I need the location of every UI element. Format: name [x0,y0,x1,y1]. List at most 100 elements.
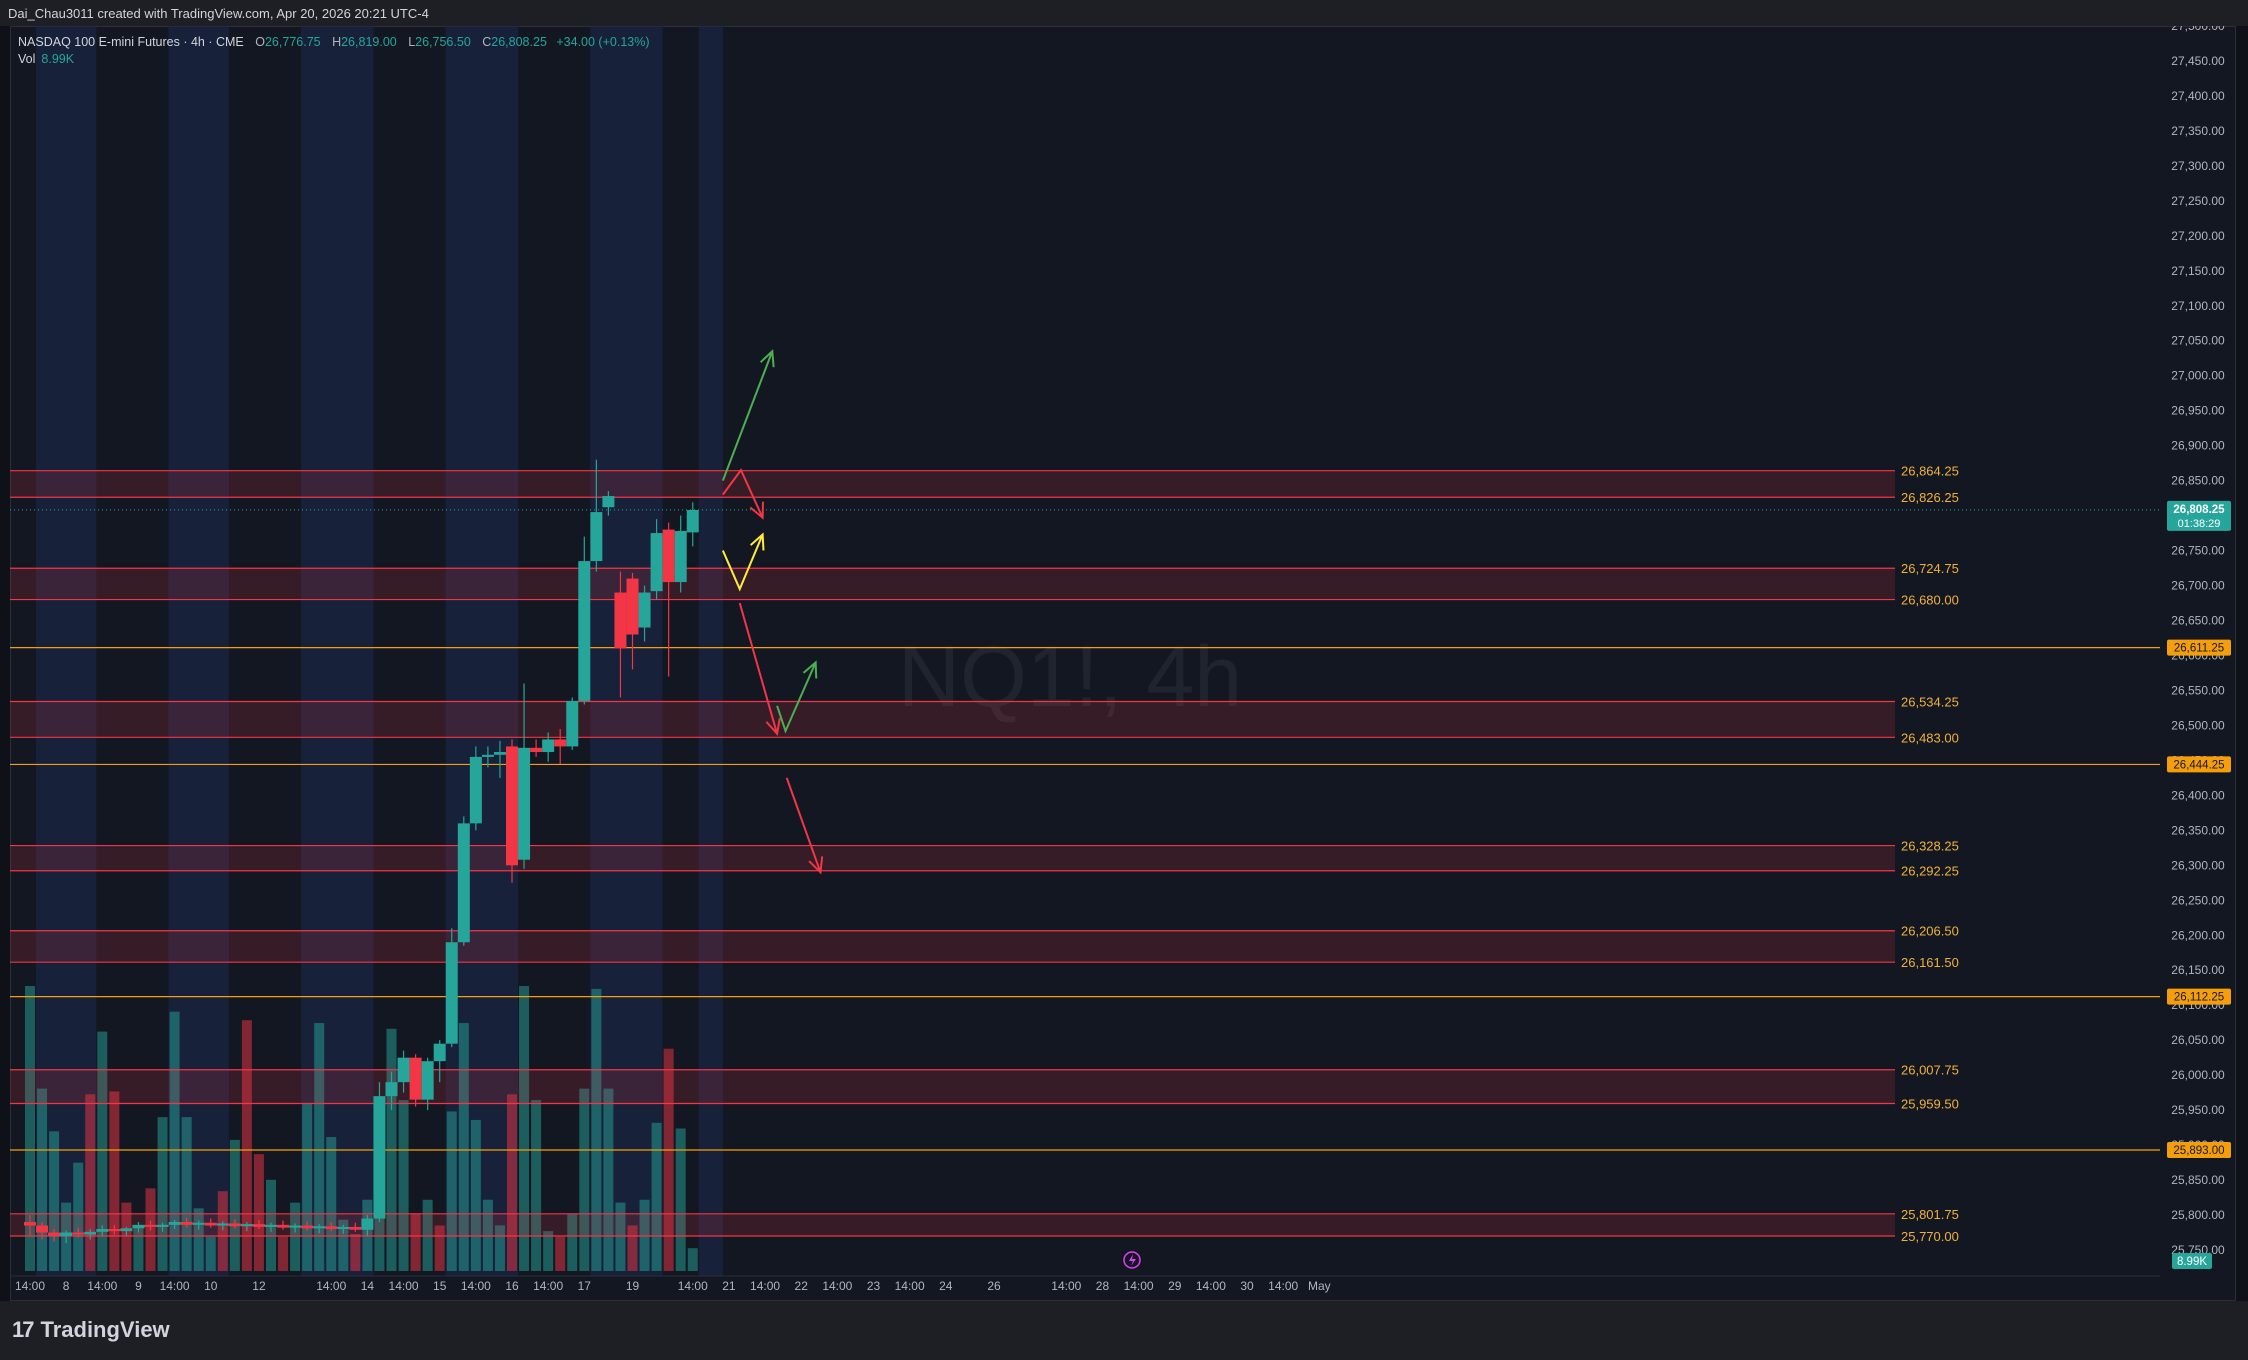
volume-bar [591,988,602,1271]
volume-bar [398,1100,409,1271]
last-price-badge [2167,500,2231,531]
x-tick-label: 14:00 [461,1279,491,1293]
volume-badge-label: 8.99K [2177,1256,2207,1268]
top-bar: Dai_Chau3011 created with TradingView.co… [0,0,2248,26]
x-tick-label: 14:00 [1051,1279,1081,1293]
candle-body [216,1223,229,1226]
candle-body [662,529,675,583]
zone-bottom-label: 26,161.50 [1901,955,1959,970]
y-tick-label: 26,400.00 [2171,788,2225,802]
volume-bar [519,986,530,1271]
y-tick-label: 25,950.00 [2171,1103,2225,1117]
x-tick-label: 14:00 [822,1279,852,1293]
alert-icon[interactable] [1123,1251,1141,1269]
volume-bar [579,1088,590,1271]
volume-bar [555,1236,566,1271]
volume-bar [675,1128,686,1271]
close-value: 26,808.25 [491,35,547,49]
volume-bar [217,1191,228,1271]
candle-body [373,1096,386,1219]
level-badge [2167,1141,2231,1158]
zone-fill [10,930,1895,963]
volume-bar [25,986,35,1271]
candle-body [554,739,567,747]
candle-body [24,1222,36,1226]
candle-body [252,1224,265,1227]
volume-bar [302,1102,313,1271]
x-tick-label: 14:00 [678,1279,708,1293]
zone-bottom-label: 25,770.00 [1901,1229,1959,1244]
candles [24,459,699,1244]
y-tick-label: 26,300.00 [2171,858,2225,872]
close-label: C [482,35,492,49]
arrow-head [808,856,824,875]
projection-path [721,350,774,481]
zone-fill [10,845,1895,871]
y-tick-label: 27,100.00 [2171,299,2225,313]
candle-body [409,1057,422,1100]
volume-bar [121,1202,132,1271]
arrow-head [802,660,818,679]
volume-bar [326,1137,337,1271]
x-tick-label: 26 [987,1279,1001,1293]
price-chart[interactable]: NQ1!, 4h 26,864.25 26,826.25 26,724.75 26,6… [10,26,2236,1301]
projection-path [721,534,764,592]
chart-panel [10,26,2236,1301]
y-tick-label: 26,250.00 [2171,893,2225,907]
tradingview-logo[interactable]: 17 TradingView [12,1317,170,1343]
x-tick-label: 14:00 [895,1279,925,1293]
candle-body [445,942,458,1044]
y-tick-label: 27,300.00 [2171,159,2225,173]
y-tick-label: 26,650.00 [2171,614,2225,628]
x-tick-label: 14:00 [533,1279,563,1293]
candle-body [590,512,603,562]
x-tick-label: May [1308,1279,1331,1293]
candle-body [530,747,543,753]
volume-bar [651,1122,662,1271]
candle-body [108,1229,121,1232]
footer: 17 TradingView [0,1301,2248,1360]
volume-bar [663,1048,674,1271]
zone-bottom-label: 26,483.00 [1901,730,1959,745]
tradingview-logo-icon: 17 [12,1317,35,1342]
candle-body [614,592,627,649]
volume-bar [97,1031,108,1271]
volume-bar [37,1088,48,1271]
level-badge [2167,639,2231,656]
x-tick-label: 21 [722,1279,736,1293]
x-tick-label: 14:00 [389,1279,419,1293]
symbol-legend: NASDAQ 100 E-mini Futures · 4h · CME O26… [18,34,650,68]
candle-body [421,1061,434,1100]
volume-bar [253,1154,264,1271]
volume-bar [615,1202,626,1271]
x-tick-label: 28 [1096,1279,1110,1293]
candle-body [204,1222,217,1226]
volume-bar [314,1023,325,1271]
horizontal-levels [10,509,2160,1151]
zone-bottom-label: 26,680.00 [1901,593,1959,608]
last-price-label: 26,808.25 [2173,504,2225,516]
projection-path [722,468,764,519]
y-tick-label: 27,250.00 [2171,194,2225,208]
x-tick-label: 8 [63,1279,70,1293]
volume-bar [109,1091,120,1271]
volume-bar [85,1094,96,1271]
session-band [36,26,97,1276]
volume-bar [350,1233,361,1271]
y-tick-label: 26,750.00 [2171,544,2225,558]
candle-body [385,1082,398,1097]
session-band [445,26,519,1276]
zone-top-label: 25,801.75 [1901,1207,1959,1222]
x-tick-label: 17 [578,1279,592,1293]
volume-bar [627,1225,638,1271]
candle-body [72,1232,85,1235]
tradingview-logo-text: TradingView [40,1317,170,1342]
candle-body [469,756,482,824]
zone-top-label: 26,206.50 [1901,924,1959,939]
volume-bar [494,1225,505,1271]
candle-body [361,1218,374,1230]
open-value: 26,776.75 [264,35,321,49]
y-tick-label: 26,900.00 [2171,439,2225,453]
candle-body [638,592,651,628]
volume-bar [639,1199,650,1271]
